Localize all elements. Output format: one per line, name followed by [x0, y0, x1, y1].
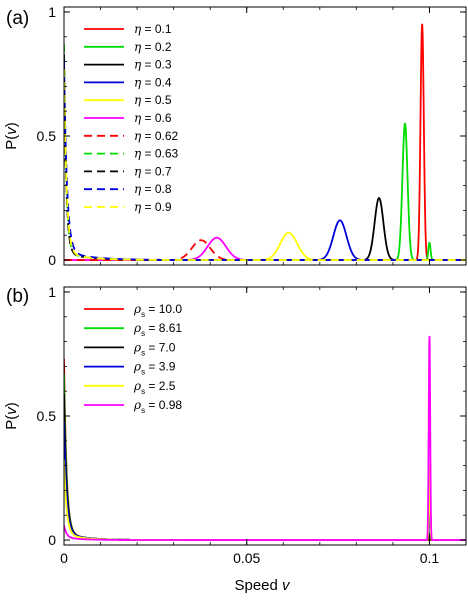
legend: η = 0.1 η = 0.2 η = 0.3 η = 0.4 η = 0.5 η = 0… — [84, 22, 179, 214]
y-tick-label: 0.5 — [37, 128, 57, 144]
series-line-4 — [64, 219, 466, 261]
y-tick-label: 1 — [48, 4, 56, 20]
x-axis-label: Speed v — [234, 577, 291, 594]
series-line-4 — [64, 420, 466, 541]
legend-entry: η = 0.1 — [134, 22, 172, 36]
series-line-1 — [64, 358, 466, 541]
legend-entry: η = 0.63 — [134, 147, 179, 161]
series-line-7 — [64, 239, 466, 261]
legend: ρs = 10.0 ρs = 8.61 ρs = 7.0 ρs = 3.9 ρs = 2… — [84, 302, 182, 415]
legend-entry: η = 0.5 — [134, 93, 172, 107]
panel-label: (b) — [6, 286, 29, 307]
legend-entry: η = 0.8 — [134, 182, 172, 196]
series-line-10 — [64, 60, 466, 261]
series-line-3 — [64, 393, 466, 541]
legend-entry: ρs = 2.5 — [133, 379, 176, 396]
plot-frame — [63, 286, 467, 546]
legend-entry: η = 0.7 — [134, 164, 172, 178]
series-line-2 — [64, 122, 466, 261]
legend-entry: ρs = 7.0 — [133, 340, 176, 357]
legend-entry: η = 0.4 — [134, 75, 172, 89]
legend-entry: η = 0.9 — [134, 200, 172, 214]
series-line-9 — [64, 54, 466, 261]
y-tick-label: 0 — [48, 532, 56, 548]
x-tick-label: 0.05 — [233, 550, 260, 566]
series-line-5 — [64, 459, 466, 541]
y-tick-label: 0 — [48, 252, 56, 268]
series-line-3 — [64, 197, 466, 261]
legend-entry: ρs = 3.9 — [133, 360, 176, 377]
y-tick-label: 0.5 — [37, 408, 57, 424]
series-line-6 — [64, 335, 466, 541]
legend-entry: ρs = 0.98 — [133, 398, 182, 415]
legend-entry: η = 0.62 — [134, 129, 179, 143]
series-lines — [64, 335, 466, 541]
series-line-5 — [64, 231, 466, 261]
y-axis-label: P(v) — [3, 402, 20, 430]
series-line-11 — [64, 69, 466, 261]
y-tick-label: 1 — [48, 284, 56, 300]
panel-a: 0 0.5 1 P(v) (a) η = 0.1 η = 0.2 η = 0.3 η = 0.4… — [3, 4, 467, 268]
legend-entry: ρs = 8.61 — [133, 321, 182, 338]
legend-entry: η = 0.6 — [134, 111, 172, 125]
legend-entry: η = 0.3 — [134, 58, 172, 72]
series-line-2 — [64, 373, 466, 541]
series-line-6 — [64, 236, 466, 261]
x-tick-label: 0 — [60, 550, 68, 566]
series-lines — [64, 23, 466, 261]
panel-label: (a) — [6, 8, 29, 29]
series-line-8 — [64, 44, 466, 261]
x-tick-label: 0.1 — [420, 550, 440, 566]
legend-entry: η = 0.2 — [134, 40, 172, 54]
legend-entry: ρs = 10.0 — [133, 302, 182, 319]
y-axis-label: P(v) — [3, 122, 20, 150]
